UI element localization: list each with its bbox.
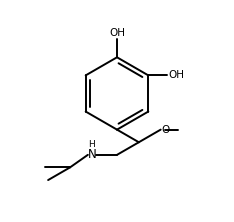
Text: OH: OH xyxy=(109,28,125,38)
Text: N: N xyxy=(88,148,96,161)
Text: O: O xyxy=(162,125,170,135)
Text: H: H xyxy=(88,140,95,149)
Text: OH: OH xyxy=(168,70,184,80)
